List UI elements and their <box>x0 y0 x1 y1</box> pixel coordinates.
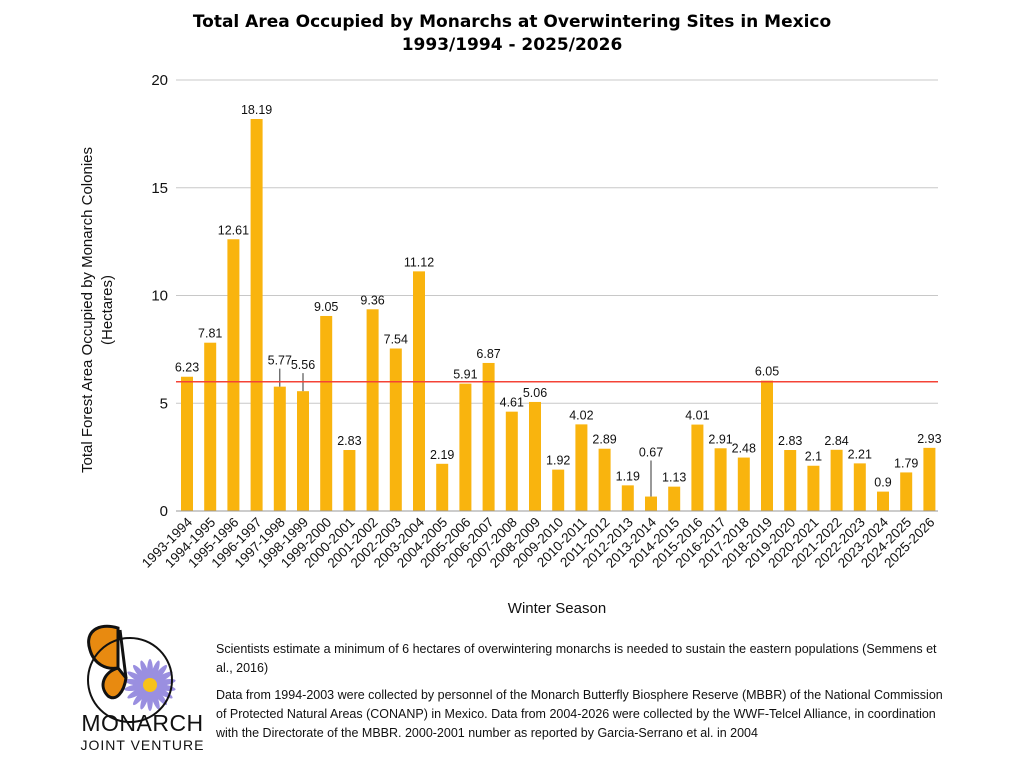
y-tick-label: 15 <box>151 180 168 197</box>
bar <box>505 411 518 511</box>
threshold-note: Scientists estimate a minimum of 6 hecta… <box>216 642 937 675</box>
bar <box>552 469 565 511</box>
bar <box>621 485 634 511</box>
logo-subtext: JOINT VENTURE <box>80 737 205 753</box>
chart-subtitle: 1993/1994 - 2025/2026 <box>401 35 623 55</box>
bar <box>273 386 286 511</box>
data-label: 2.93 <box>917 432 941 446</box>
bar <box>668 486 681 511</box>
bar <box>645 496 657 511</box>
bar <box>691 424 704 511</box>
data-label: 1.19 <box>616 469 640 483</box>
bar <box>297 391 309 511</box>
data-label: 9.05 <box>314 300 338 314</box>
bar <box>737 457 750 511</box>
bar <box>761 380 773 511</box>
y-tick-label: 10 <box>151 288 168 305</box>
monarch-logo <box>87 624 176 723</box>
data-label: 1.92 <box>546 454 570 468</box>
bar <box>482 362 495 511</box>
bar <box>830 449 843 511</box>
bar-chart: 051015206.231993-19947.811994-199512.611… <box>79 72 942 617</box>
data-label: 2.48 <box>732 442 756 456</box>
bar <box>784 450 797 511</box>
chart-title: Total Area Occupied by Monarchs at Overw… <box>192 12 832 32</box>
data-label: 2.91 <box>708 432 732 446</box>
data-label: 6.05 <box>755 365 779 379</box>
data-label: 5.77 <box>268 354 292 368</box>
butterfly-icon <box>87 624 128 700</box>
data-label: 2.84 <box>824 434 848 448</box>
data-label: 0.67 <box>639 446 663 460</box>
bar <box>343 450 356 511</box>
bar <box>598 448 611 511</box>
data-label: 1.13 <box>662 471 686 485</box>
data-label: 2.89 <box>592 433 616 447</box>
bar <box>366 309 379 511</box>
y-axis-title: Total Forest Area Occupied by Monarch Co… <box>79 147 116 473</box>
bar <box>853 463 866 511</box>
data-label: 4.61 <box>500 396 524 410</box>
aster-flower-icon <box>124 659 176 711</box>
y-tick-label: 5 <box>160 395 168 412</box>
data-label: 2.83 <box>778 434 802 448</box>
bar <box>877 491 889 511</box>
data-label: 6.87 <box>476 347 500 361</box>
data-label: 7.54 <box>384 333 408 347</box>
bar <box>714 448 727 511</box>
x-axis-title: Winter Season <box>508 600 606 617</box>
data-label: 5.06 <box>523 386 547 400</box>
data-label: 6.23 <box>175 361 199 375</box>
bar <box>389 348 402 511</box>
data-label: 5.91 <box>453 368 477 382</box>
y-axis-title-line: (Hectares) <box>99 275 116 345</box>
data-label: 1.79 <box>894 456 918 470</box>
data-label: 12.61 <box>218 223 249 237</box>
y-axis-title-line: Total Forest Area Occupied by Monarch Co… <box>79 147 96 473</box>
y-tick-label: 0 <box>160 503 168 520</box>
data-label: 4.01 <box>685 409 709 423</box>
data-label: 11.12 <box>404 255 434 269</box>
bar <box>900 472 913 511</box>
data-label: 2.1 <box>805 450 822 464</box>
data-label: 0.9 <box>874 476 891 490</box>
data-label: 4.02 <box>569 408 593 422</box>
data-label: 2.83 <box>337 434 361 448</box>
data-label: 2.21 <box>848 447 872 461</box>
data-label: 2.19 <box>430 448 454 462</box>
data-label: 9.36 <box>360 293 384 307</box>
data-label: 7.81 <box>198 327 222 341</box>
y-tick-label: 20 <box>151 72 168 89</box>
data-label: 18.19 <box>241 103 272 117</box>
bar <box>529 401 541 511</box>
bar <box>436 463 449 511</box>
bar <box>250 119 263 512</box>
bar <box>459 383 472 511</box>
source-note: Data from 1994-2003 were collected by pe… <box>216 688 943 740</box>
bar <box>227 239 240 511</box>
bar <box>320 315 333 511</box>
bar <box>807 465 820 511</box>
bar <box>204 342 217 511</box>
bar <box>923 447 936 511</box>
bar <box>575 424 588 511</box>
bar <box>181 376 193 511</box>
bar <box>413 271 425 511</box>
data-label: 5.56 <box>291 358 315 372</box>
logo-text: MONARCH <box>81 710 204 736</box>
